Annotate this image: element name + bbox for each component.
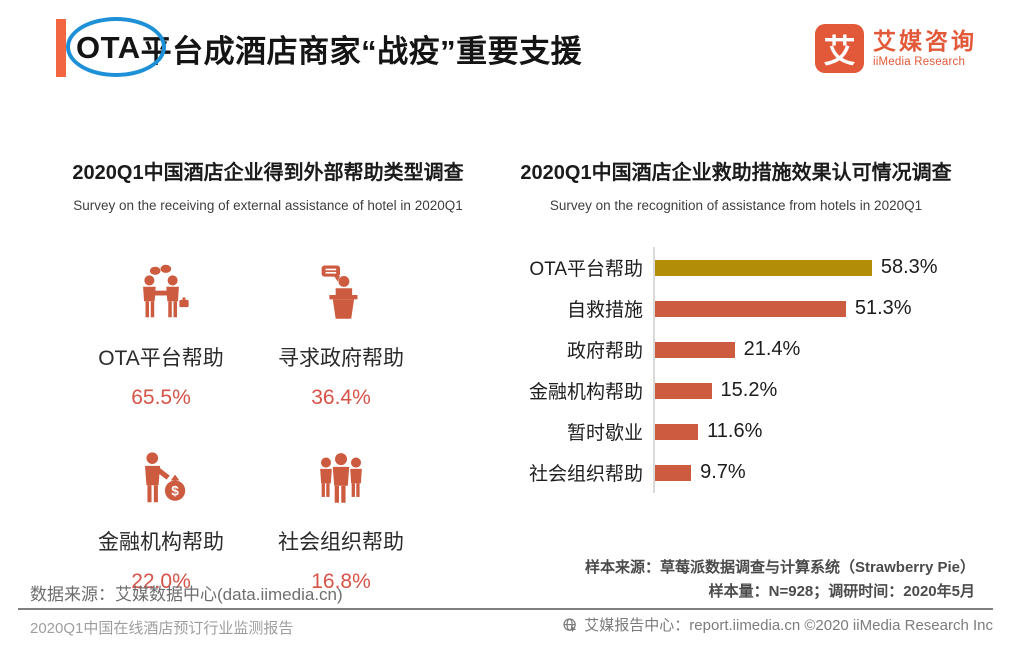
bar-track: 15.2%: [653, 370, 975, 411]
footer-report-center: 艾媒报告中心：report.iimedia.cn ©2020 iiMedia R…: [562, 614, 993, 635]
bar-category-label: OTA平台帮助: [529, 259, 643, 280]
left-survey-panel: 2020Q1中国酒店企业得到外部帮助类型调查 Survey on the rec…: [48, 156, 488, 213]
bar-category-label: 社会组织帮助: [528, 464, 643, 485]
bar-track: 21.4%: [653, 329, 975, 370]
assistance-stat-value: 36.4%: [311, 386, 371, 409]
bar-value-label: 9.7%: [700, 461, 746, 483]
assistance-stat-item: OTA平台帮助 65.5%: [71, 252, 251, 410]
bar-row: 政府帮助 21.4%: [505, 329, 975, 370]
footer-report-center-text: 艾媒报告中心：report.iimedia.cn ©2020 iiMedia R…: [584, 617, 993, 634]
sample-source-line: 样本来源：草莓派数据调查与计算系统（Strawberry Pie）: [584, 559, 975, 576]
page-title-rest: 平台成酒店商家“战疫”重要支援: [140, 33, 583, 69]
globe-icon: [563, 617, 577, 632]
bar-value-label: 58.3%: [880, 256, 938, 278]
logo-name-cn: 艾媒咨询: [873, 28, 977, 55]
assistance-stats-grid: OTA平台帮助 65.5% 寻求政府帮助 36.4% $ 金融机构帮助 22.0% 社…: [71, 252, 431, 594]
iimedia-logo: 艾 艾媒咨询 iiMedia Research: [815, 24, 977, 73]
bar-track: 58.3%: [653, 247, 975, 288]
handshake-businessmen-icon: [71, 252, 251, 326]
bar: [655, 464, 692, 481]
bar: [655, 423, 699, 440]
bar: [655, 341, 735, 358]
data-source-note: 数据来源：艾媒数据中心(data.iimedia.cn): [30, 585, 343, 604]
svg-text:$: $: [171, 483, 179, 498]
assistance-stat-label: 寻求政府帮助: [278, 347, 404, 370]
podium-speaker-icon: [251, 252, 431, 326]
people-group-icon: [251, 436, 431, 510]
sample-source-notes: 样本来源：草莓派数据调查与计算系统（Strawberry Pie） 样本量：N=…: [585, 556, 975, 604]
bar-track: 11.6%: [653, 411, 975, 452]
assistance-stat-value: 22.0%: [131, 570, 191, 593]
assistance-stat-value: 16.8%: [311, 570, 371, 593]
footer-report-name: 2020Q1中国在线酒店预订行业监测报告: [30, 620, 294, 637]
bar-row: OTA平台帮助 58.3%: [505, 247, 975, 288]
bar-value-label: 51.3%: [854, 297, 912, 319]
sample-size-line: 样本量：N=928；调研时间：2020年5月: [708, 583, 975, 600]
iimedia-logo-badge-icon: 艾: [815, 24, 864, 73]
bar-value-label: 21.4%: [743, 338, 801, 360]
bar-row: 自救措施 51.3%: [505, 288, 975, 329]
title-accent-bar: [56, 19, 66, 77]
logo-name-en: iiMedia Research: [873, 55, 966, 68]
bar: [655, 300, 846, 317]
bar-track: 9.7%: [653, 452, 975, 493]
assistance-stat-item: $ 金融机构帮助 22.0%: [71, 436, 251, 594]
left-survey-subtitle: Survey on the receiving of external assi…: [73, 198, 463, 213]
bar-category-label: 金融机构帮助: [528, 382, 643, 403]
bar-value-label: 11.6%: [707, 420, 763, 442]
bar-category-label: 政府帮助: [566, 341, 643, 362]
right-survey-panel: 2020Q1中国酒店企业救助措施效果认可情况调查 Survey on the r…: [497, 156, 975, 213]
bar-track: 51.3%: [653, 288, 975, 329]
footer-divider: [18, 608, 993, 610]
right-survey-subtitle: Survey on the recognition of assistance …: [549, 198, 923, 213]
bar-category-label: 自救措施: [566, 300, 643, 321]
bar-row: 社会组织帮助 9.7%: [505, 452, 975, 493]
person-money-bag-icon: $: [71, 436, 251, 510]
page-title: OTA 平台成酒店商家“战疫”重要支援: [76, 19, 582, 77]
assistance-stat-label: OTA平台帮助: [98, 347, 224, 370]
bar-category-label: 暂时歇业: [566, 423, 643, 444]
left-survey-title: 2020Q1中国酒店企业得到外部帮助类型调查: [72, 162, 464, 184]
assistance-stat-label: 社会组织帮助: [278, 531, 404, 554]
assistance-stat-item: 社会组织帮助 16.8%: [251, 436, 431, 594]
bar-row: 金融机构帮助 15.2%: [505, 370, 975, 411]
iimedia-logo-text: 艾媒咨询 iiMedia Research: [873, 29, 977, 67]
right-survey-title: 2020Q1中国酒店企业救助措施效果认可情况调查: [520, 162, 952, 184]
bar-row: 暂时歇业 11.6%: [505, 411, 975, 452]
assistance-stat-item: 寻求政府帮助 36.4%: [251, 252, 431, 410]
bar-chart: OTA平台帮助 58.3% 自救措施 51.3% 政府帮助 21.4% 金融机构帮助 15.2…: [505, 247, 975, 493]
bar: [655, 382, 712, 399]
bar: [655, 259, 872, 276]
assistance-stat-value: 65.5%: [131, 386, 191, 409]
assistance-stat-label: 金融机构帮助: [98, 531, 224, 554]
circle-annotation-icon: [66, 17, 166, 77]
bar-value-label: 15.2%: [720, 379, 778, 401]
